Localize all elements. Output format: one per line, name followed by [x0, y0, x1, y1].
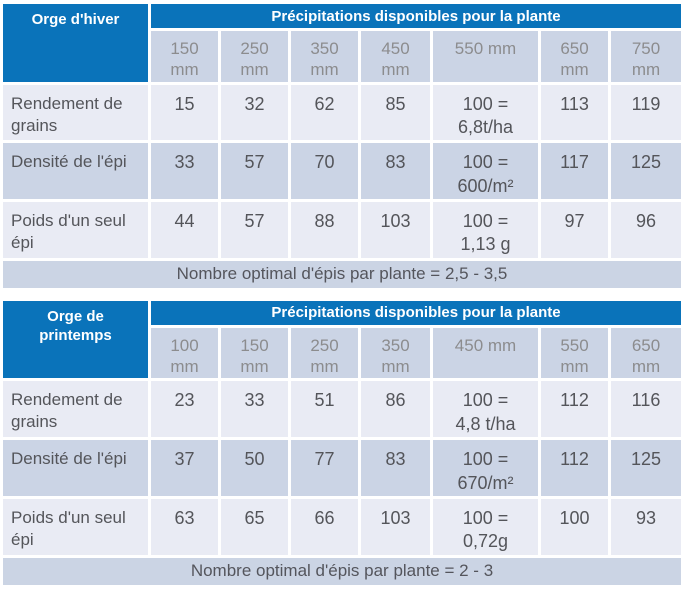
data-cell: 57: [218, 140, 291, 203]
data-cell: 65: [218, 495, 291, 558]
data-cell: 37: [148, 437, 221, 499]
col-header: 650 mm: [608, 324, 681, 382]
data-cell: 15: [148, 81, 221, 144]
spring-row-ear-density: Densité de l'épi 37 50 77 83 100 = 670/m…: [0, 437, 681, 499]
spring-optimal-ears-note: Nombre optimal d'épis par plante = 2 - 3: [0, 554, 681, 588]
data-cell: 50: [218, 437, 291, 499]
data-cell: 88: [288, 199, 361, 261]
data-cell: 117: [538, 140, 611, 203]
data-cell: 83: [358, 140, 433, 203]
row-label: Poids d'un seul épi: [0, 199, 151, 261]
data-cell: 100 = 670/m²: [430, 437, 541, 499]
row-label: Rendement de grains: [0, 378, 151, 441]
data-cell: 33: [218, 378, 291, 441]
winter-row-single-ear-weight: Poids d'un seul épi 44 57 88 103 100 = 1…: [0, 199, 681, 261]
data-cell: 100 = 4,8 t/ha: [430, 378, 541, 441]
col-header: 550 mm: [430, 28, 541, 85]
winter-barley-table: Orge d'hiver Précipitations disponibles …: [0, 1, 681, 291]
data-cell: 100 = 1,13 g: [430, 199, 541, 261]
data-cell: 119: [608, 81, 681, 144]
data-cell: 97: [538, 199, 611, 261]
winter-header-row: Orge d'hiver Précipitations disponibles …: [0, 1, 681, 85]
data-cell: 63: [148, 495, 221, 558]
data-cell: 93: [608, 495, 681, 558]
col-header: 350 mm: [288, 28, 361, 85]
spring-column-header-row: 100 mm 150 mm 250 mm 350 mm 450 mm 550 m…: [2, 324, 681, 382]
data-cell: 33: [148, 140, 221, 203]
data-cell: 77: [288, 437, 361, 499]
row-label: Poids d'un seul épi: [0, 495, 151, 558]
data-cell: 100 = 0,72g: [430, 495, 541, 558]
data-cell: 83: [358, 437, 433, 499]
spring-barley-table: Orge de printemps Précipitations disponi…: [0, 297, 681, 588]
data-cell: 100 = 600/m²: [430, 140, 541, 203]
row-label: Rendement de grains: [0, 81, 151, 144]
spring-row-grain-yield: Rendement de grains 23 33 51 86 100 = 4,…: [0, 378, 681, 441]
col-header: 550 mm: [538, 324, 611, 382]
data-cell: 85: [358, 81, 433, 144]
winter-column-header-row: 150 mm 250 mm 350 mm 450 mm 550 mm 650 m…: [2, 28, 681, 85]
data-cell: 51: [288, 378, 361, 441]
col-header: 150 mm: [218, 324, 291, 382]
winter-row-ear-density: Densité de l'épi 33 57 70 83 100 = 600/m…: [0, 140, 681, 203]
data-cell: 103: [358, 495, 433, 558]
data-cell: 62: [288, 81, 361, 144]
data-cell: 66: [288, 495, 361, 558]
col-header: 100 mm: [148, 324, 221, 382]
winter-row-grain-yield: Rendement de grains 15 32 62 85 100 = 6,…: [0, 81, 681, 144]
data-cell: 32: [218, 81, 291, 144]
data-cell: 23: [148, 378, 221, 441]
spring-row-single-ear-weight: Poids d'un seul épi 63 65 66 103 100 = 0…: [0, 495, 681, 558]
winter-crop-title: Orge d'hiver: [0, 1, 151, 85]
spring-header-row: Orge de printemps Précipitations disponi…: [0, 297, 681, 382]
data-cell: 113: [538, 81, 611, 144]
spring-footer-row: Nombre optimal d'épis par plante = 2 - 3: [0, 554, 681, 588]
col-header: 250 mm: [218, 28, 291, 85]
data-cell: 103: [358, 199, 433, 261]
data-cell: 100 = 6,8t/ha: [430, 81, 541, 144]
col-header: 150 mm: [148, 28, 221, 85]
data-cell: 112: [538, 378, 611, 441]
spring-precipitation-header: Précipitations disponibles pour la plant…: [148, 297, 681, 328]
data-cell: 70: [288, 140, 361, 203]
data-cell: 112: [538, 437, 611, 499]
row-label: Densité de l'épi: [0, 140, 151, 203]
data-cell: 86: [358, 378, 433, 441]
winter-footer-row: Nombre optimal d'épis par plante = 2,5 -…: [0, 257, 681, 291]
winter-optimal-ears-note: Nombre optimal d'épis par plante = 2,5 -…: [0, 257, 681, 291]
data-cell: 44: [148, 199, 221, 261]
row-label: Densité de l'épi: [0, 437, 151, 499]
data-cell: 125: [608, 140, 681, 203]
col-header: 750 mm: [608, 28, 681, 85]
col-header: 650 mm: [538, 28, 611, 85]
col-header: 450 mm: [358, 28, 433, 85]
spring-crop-title: Orge de printemps: [0, 297, 151, 382]
winter-precipitation-header: Précipitations disponibles pour la plant…: [148, 1, 681, 31]
data-cell: 100: [538, 495, 611, 558]
col-header: 450 mm: [430, 324, 541, 382]
data-cell: 96: [608, 199, 681, 261]
col-header: 250 mm: [288, 324, 361, 382]
col-header: 350 mm: [358, 324, 433, 382]
data-cell: 57: [218, 199, 291, 261]
data-cell: 125: [608, 437, 681, 499]
data-cell: 116: [608, 378, 681, 441]
